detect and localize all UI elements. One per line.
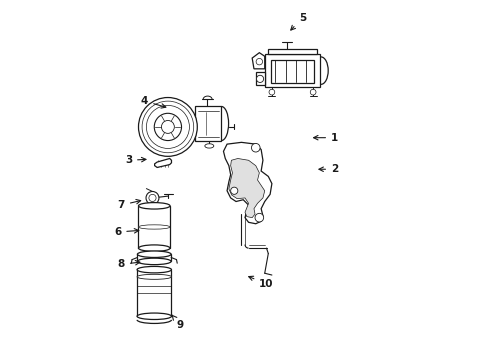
Circle shape <box>142 101 194 153</box>
Circle shape <box>147 105 190 148</box>
Ellipse shape <box>139 203 170 209</box>
Circle shape <box>256 75 264 82</box>
Ellipse shape <box>137 251 171 257</box>
Circle shape <box>310 89 316 95</box>
Ellipse shape <box>205 144 214 148</box>
Text: 10: 10 <box>249 276 274 289</box>
Polygon shape <box>265 54 320 87</box>
Circle shape <box>231 187 238 194</box>
Polygon shape <box>256 72 265 85</box>
Text: 8: 8 <box>118 259 140 269</box>
Ellipse shape <box>139 225 170 229</box>
Circle shape <box>161 121 174 134</box>
Polygon shape <box>223 142 272 224</box>
Polygon shape <box>271 60 314 83</box>
Text: 9: 9 <box>172 315 184 330</box>
Text: 4: 4 <box>141 96 166 108</box>
Text: 7: 7 <box>118 199 141 210</box>
Ellipse shape <box>137 258 171 265</box>
Circle shape <box>139 98 197 156</box>
Polygon shape <box>229 158 265 218</box>
Polygon shape <box>252 53 265 69</box>
Circle shape <box>146 192 159 204</box>
Circle shape <box>149 194 156 202</box>
Circle shape <box>255 213 264 222</box>
Text: 3: 3 <box>125 155 146 165</box>
Circle shape <box>269 89 275 95</box>
Text: 1: 1 <box>314 133 338 143</box>
Ellipse shape <box>137 266 172 273</box>
Ellipse shape <box>137 313 172 319</box>
Polygon shape <box>195 107 221 140</box>
Circle shape <box>256 58 263 65</box>
Circle shape <box>154 113 181 140</box>
Polygon shape <box>155 158 172 167</box>
Ellipse shape <box>137 274 172 279</box>
Text: 2: 2 <box>319 164 338 174</box>
Polygon shape <box>269 49 317 54</box>
Ellipse shape <box>139 245 170 251</box>
Circle shape <box>251 143 260 152</box>
Text: 5: 5 <box>291 13 306 30</box>
Text: 6: 6 <box>114 227 139 237</box>
